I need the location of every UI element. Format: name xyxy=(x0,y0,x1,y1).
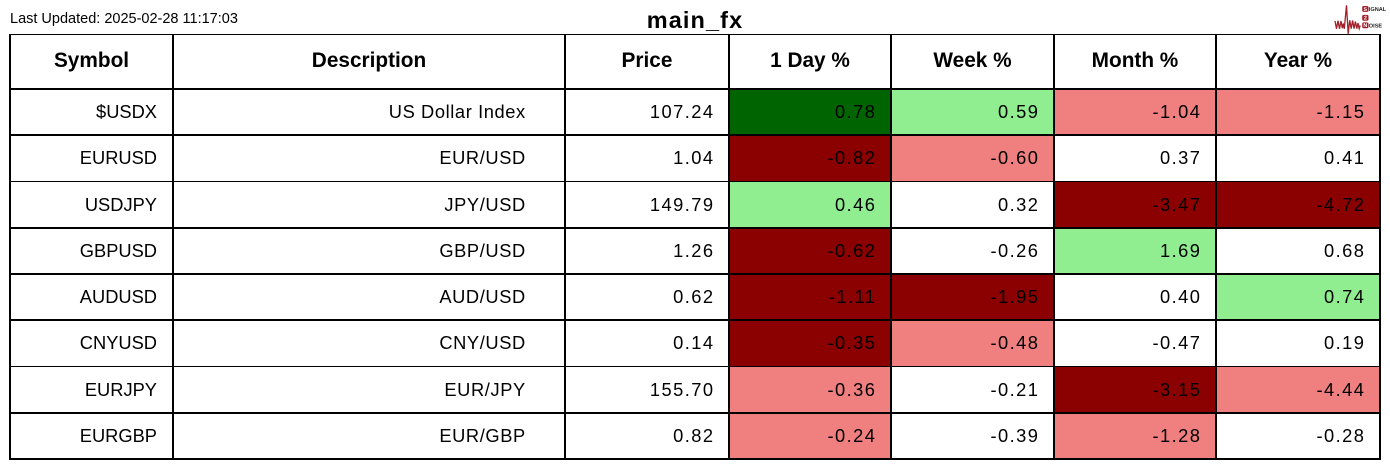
svg-text:S: S xyxy=(1364,7,1368,13)
svg-text:OISE: OISE xyxy=(1369,23,1383,29)
svg-text:2: 2 xyxy=(1364,16,1367,22)
svg-text:N: N xyxy=(1363,23,1367,29)
svg-text:IGNAL: IGNAL xyxy=(1369,7,1387,13)
